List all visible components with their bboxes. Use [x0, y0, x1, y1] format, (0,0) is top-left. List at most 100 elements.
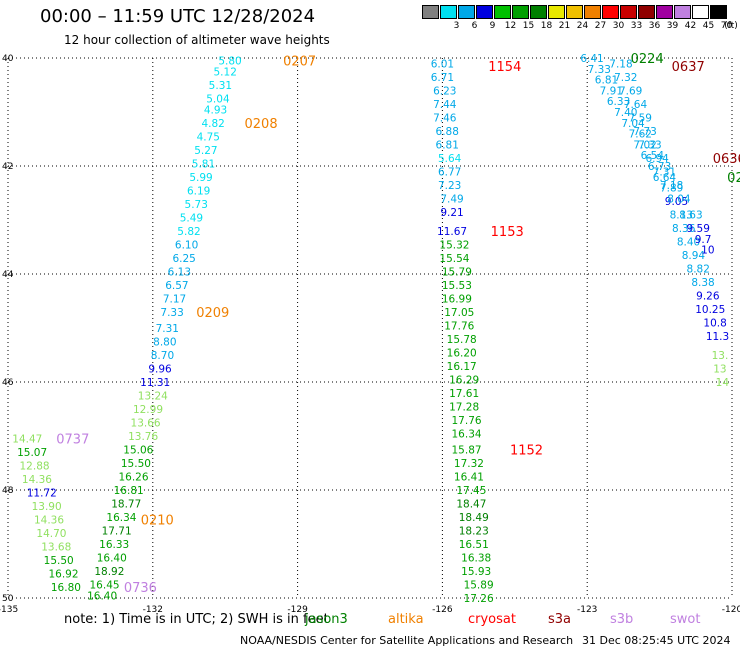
legend-label: 42 — [684, 21, 697, 31]
legend-label: 18 — [540, 21, 553, 31]
wave-height-value: 6.25 — [172, 253, 195, 265]
wave-height-value: 18.77 — [111, 499, 141, 511]
wave-height-value: 5.82 — [177, 226, 200, 238]
pass-time-label: 0224 — [631, 52, 664, 67]
wave-height-value: 6.54 — [641, 150, 665, 162]
legend-label: 33 — [630, 21, 643, 31]
wave-height-value: 6.71 — [431, 72, 454, 84]
wave-height-value: 7.31 — [653, 166, 676, 178]
wave-height-value: 7.69 — [619, 85, 642, 97]
wave-height-value: 5.27 — [194, 145, 217, 157]
wave-height-value: 14 — [716, 377, 730, 389]
wave-height-value: 13.24 — [138, 391, 168, 403]
wave-height-value: 16.99 — [442, 293, 472, 305]
wave-height-value: 17.28 — [449, 401, 479, 413]
wave-height-value: 16.34 — [452, 428, 482, 440]
pass-time-label: 0210 — [141, 514, 174, 529]
wave-height-value: 17.26 — [464, 593, 494, 605]
wave-height-value: 18.49 — [459, 512, 489, 524]
wave-height-value: 7.46 — [433, 112, 457, 124]
wave-height-value: 6.88 — [436, 126, 459, 138]
legend-swatch — [638, 5, 655, 19]
wave-height-value: 14.36 — [22, 474, 52, 486]
legend-label: 45 — [702, 21, 715, 31]
wave-height-value: 6.23 — [433, 85, 456, 97]
legend-swatch — [620, 5, 637, 19]
wave-height-value: 16.20 — [447, 347, 477, 359]
wave-height-value: 10 — [701, 245, 714, 257]
wave-height-value: 10.25 — [695, 304, 725, 316]
wave-height-value: 16.34 — [106, 512, 136, 524]
wave-height-value: 13.90 — [32, 501, 62, 513]
wave-height-value: 7.31 — [156, 323, 179, 335]
legend-swatch — [692, 5, 709, 19]
legend-swatch — [674, 5, 691, 19]
wave-height-value: 11.72 — [27, 488, 57, 500]
wave-height-value: 11.67 — [437, 226, 467, 238]
wave-height-value: 9.05 — [665, 196, 688, 208]
pass-time-label: 1154 — [488, 60, 521, 75]
generation-timestamp: 31 Dec 08:25:45 UTC 2024 — [582, 634, 731, 647]
wave-height-value: 6.73 — [648, 161, 671, 173]
wave-height-value: 10.8 — [703, 318, 726, 330]
legend-swatch — [458, 5, 475, 19]
wave-height-value: 5.12 — [214, 67, 237, 79]
legend-swatch — [512, 5, 529, 19]
wave-height-value: 17.45 — [456, 485, 486, 497]
wave-height-value: 16.33 — [99, 539, 129, 551]
wave-height-value: 8.80 — [153, 337, 176, 349]
pass-time-label: 0208 — [245, 117, 278, 132]
wave-height-value: 11.3 — [706, 331, 729, 343]
wave-height-value: 16.51 — [459, 539, 489, 551]
lat-tick-label: 50 — [2, 594, 14, 604]
wave-height-value: 13.66 — [131, 418, 161, 430]
wave-height-value: 15.06 — [123, 445, 153, 457]
legend-swatch — [602, 5, 619, 19]
wave-height-value: 13.76 — [128, 431, 158, 443]
legend-swatch — [566, 5, 583, 19]
lon-tick-label: -132 — [143, 605, 163, 615]
wave-height-value: 13.68 — [41, 542, 71, 554]
wave-height-value: 5.73 — [185, 199, 208, 211]
wave-height-value: 8.13 — [670, 210, 693, 222]
satellite-name-s3b: s3b — [610, 612, 634, 627]
pass-time-label: 0636 — [713, 152, 740, 167]
wave-height-value: 7.49 — [440, 193, 463, 205]
satellite-name-s3a: s3a — [548, 612, 572, 627]
wave-height-value: 6.81 — [436, 139, 459, 151]
legend-label: 30 — [612, 21, 625, 31]
wave-height-value: 15.78 — [447, 334, 477, 346]
wave-height-value: 5.64 — [438, 153, 462, 165]
lon-tick-label: -135 — [0, 605, 18, 615]
wave-height-value: 16.81 — [114, 485, 144, 497]
wave-height-value: 9.21 — [440, 207, 463, 219]
legend-label: 70 — [720, 21, 733, 31]
lat-tick-label: 44 — [2, 270, 14, 280]
wave-height-value: 8.36 — [672, 223, 696, 235]
legend-label: 15 — [522, 21, 535, 31]
legend-swatch — [440, 5, 457, 19]
legend-label: 3 — [453, 21, 460, 31]
wave-height-value: 7.23 — [438, 180, 461, 192]
wave-height-value: 8.38 — [691, 277, 714, 289]
legend-label: 6 — [471, 21, 478, 31]
wave-height-value: 16.17 — [447, 361, 477, 373]
wave-height-value: 6.33 — [607, 96, 630, 108]
wave-height-value: 18.23 — [459, 526, 489, 538]
legend-swatch — [548, 5, 565, 19]
wave-height-value: 6.57 — [165, 280, 188, 292]
wave-height-value: 8.63 — [679, 210, 702, 222]
wave-height-value: 5.04 — [206, 94, 230, 106]
wave-height-value: 9.7 — [695, 234, 712, 246]
wave-height-value: 6.81 — [595, 75, 618, 87]
wave-height-value: 15.93 — [461, 566, 491, 578]
legend-label: 39 — [666, 21, 679, 31]
wave-height-value: 12.99 — [133, 404, 163, 416]
wave-height-value: 8.82 — [687, 264, 710, 276]
wave-height-value: 15.50 — [121, 458, 151, 470]
wave-height-value: 16.26 — [118, 472, 148, 484]
wave-height-value: 15.32 — [439, 239, 469, 251]
lon-tick-label: -123 — [577, 605, 597, 615]
wave-height-value: 7.33 — [160, 307, 183, 319]
wave-height-value: 7.44 — [433, 99, 457, 111]
